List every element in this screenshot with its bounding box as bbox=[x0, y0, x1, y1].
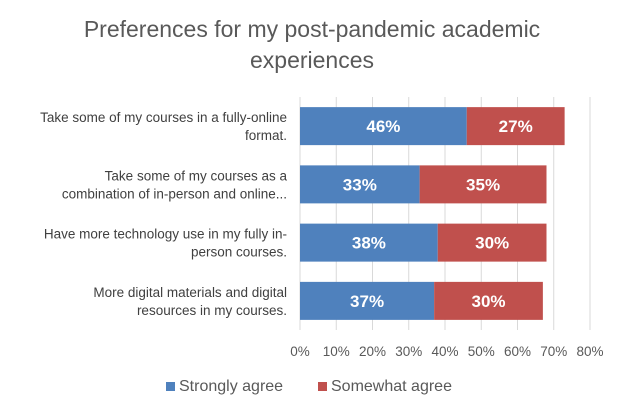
bar-strongly-agree bbox=[300, 281, 435, 320]
legend-swatch bbox=[166, 382, 175, 391]
data-label: 30% bbox=[471, 292, 505, 311]
category-label: Take some of my courses in a fully-onlin… bbox=[40, 110, 287, 125]
x-tick-label: 0% bbox=[290, 344, 310, 359]
x-tick-label: 20% bbox=[359, 344, 386, 359]
legend: Strongly agree Somewhat agree bbox=[166, 378, 452, 395]
legend-label: Somewhat agree bbox=[331, 378, 452, 395]
bar-strongly-agree bbox=[300, 223, 438, 262]
bar-somewhat-agree bbox=[466, 107, 565, 146]
x-tick-label: 70% bbox=[540, 344, 567, 359]
category-label: format. bbox=[245, 128, 287, 143]
legend-swatch bbox=[318, 382, 327, 391]
legend-label: Strongly agree bbox=[179, 378, 283, 395]
bar-strongly-agree bbox=[300, 107, 467, 146]
category-label: Have more technology use in my fully in- bbox=[44, 227, 287, 242]
x-tick-label: 40% bbox=[431, 344, 458, 359]
chart-title-line: Preferences for my post-pandemic academi… bbox=[84, 16, 540, 42]
bar-somewhat-agree bbox=[437, 223, 547, 262]
bar-strongly-agree bbox=[300, 165, 420, 204]
bar-somewhat-agree bbox=[419, 165, 547, 204]
chart-title: Preferences for my post-pandemic academi… bbox=[84, 16, 540, 73]
category-label: person courses. bbox=[191, 245, 287, 260]
x-tick-label: 10% bbox=[323, 344, 350, 359]
bars bbox=[300, 107, 565, 320]
data-label: 33% bbox=[343, 175, 377, 194]
data-label: 37% bbox=[350, 292, 384, 311]
x-tick-label: 30% bbox=[395, 344, 422, 359]
data-label: 30% bbox=[475, 234, 509, 253]
data-label: 38% bbox=[352, 234, 386, 253]
x-tick-label: 80% bbox=[576, 344, 603, 359]
category-labels: Take some of my courses in a fully-onlin… bbox=[40, 110, 287, 318]
chart-title-line: experiences bbox=[250, 47, 374, 73]
category-label: resources in my courses. bbox=[137, 303, 287, 318]
x-axis-ticks: 0% 10% 20% 30% 40% 50% 60% 70% 80% bbox=[290, 344, 603, 359]
x-tick-label: 60% bbox=[504, 344, 531, 359]
category-label: More digital materials and digital bbox=[93, 285, 287, 300]
data-label: 46% bbox=[366, 117, 400, 136]
data-label: 27% bbox=[499, 117, 533, 136]
bar-somewhat-agree bbox=[434, 281, 543, 320]
category-label: Take some of my courses as a bbox=[105, 168, 288, 183]
data-labels: 46% 27% 33% 35% 38% 30% 37% 30% bbox=[343, 117, 533, 311]
data-label: 35% bbox=[466, 175, 500, 194]
x-tick-label: 50% bbox=[468, 344, 495, 359]
category-label: combination of in-person and online... bbox=[62, 186, 287, 201]
